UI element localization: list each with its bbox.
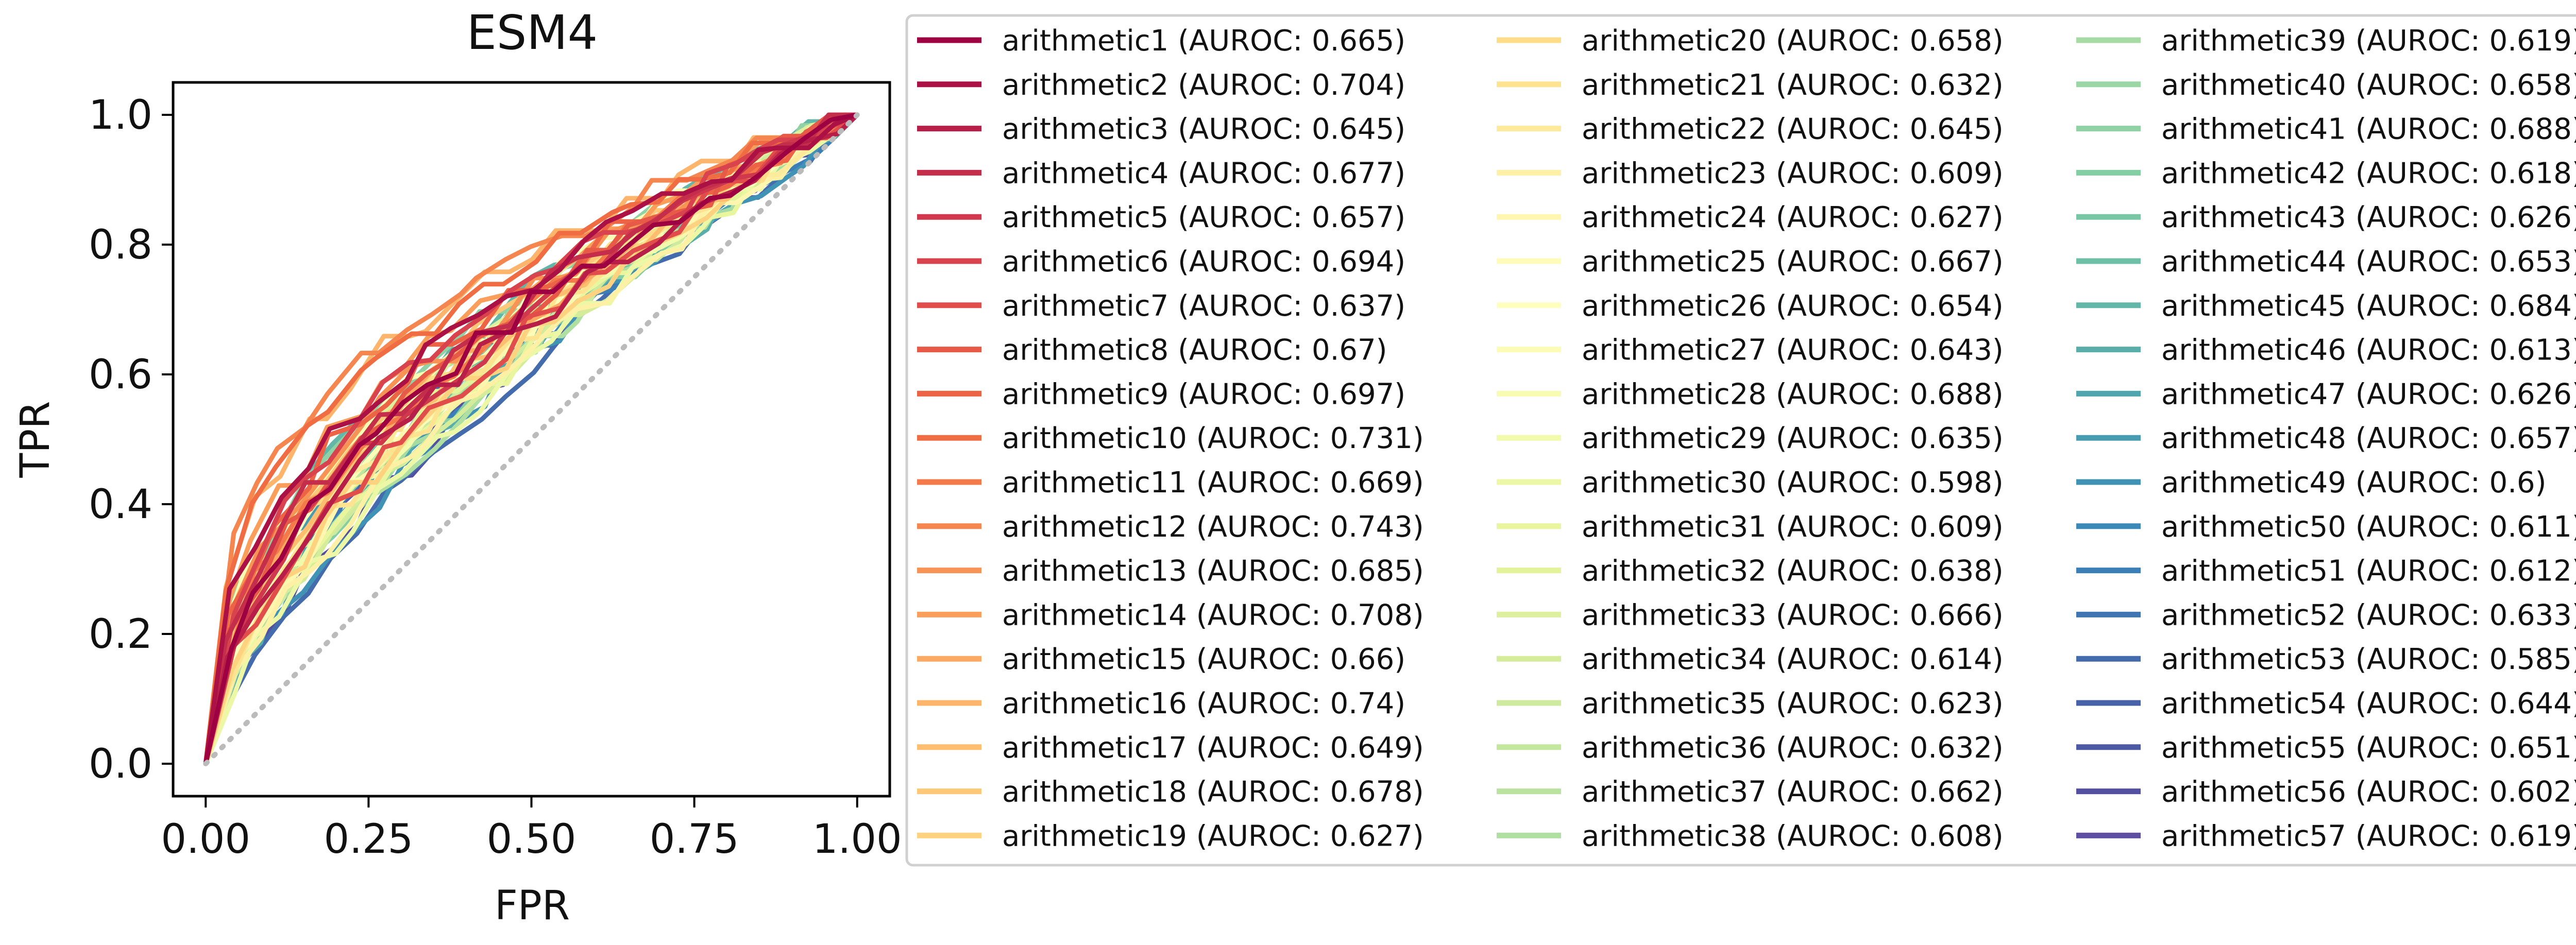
legend-label: arithmetic2 (AUROC: 0.704) <box>1002 68 1405 102</box>
legend-label: arithmetic56 (AUROC: 0.602) <box>2161 776 2576 809</box>
legend-label: arithmetic12 (AUROC: 0.743) <box>1002 510 1424 544</box>
legend-label: arithmetic51 (AUROC: 0.612) <box>2161 555 2576 588</box>
x-tick-label: 0.50 <box>487 816 577 863</box>
legend-label: arithmetic44 (AUROC: 0.653) <box>2161 245 2576 279</box>
legend-label: arithmetic13 (AUROC: 0.685) <box>1002 555 1424 588</box>
legend-label: arithmetic11 (AUROC: 0.669) <box>1002 466 1424 500</box>
roc-curve-series-1 <box>203 112 860 766</box>
roc-curve-series-6 <box>203 112 860 766</box>
legend-label: arithmetic19 (AUROC: 0.627) <box>1002 819 1424 853</box>
chart-title: ESM4 <box>467 5 598 60</box>
legend-label: arithmetic18 (AUROC: 0.678) <box>1002 776 1424 809</box>
legend-label: arithmetic40 (AUROC: 0.658) <box>2161 68 2576 102</box>
legend-label: arithmetic45 (AUROC: 0.684) <box>2161 289 2576 323</box>
y-axis-label: TPR <box>12 401 59 478</box>
legend-label: arithmetic31 (AUROC: 0.609) <box>1582 510 2004 544</box>
legend-label: arithmetic21 (AUROC: 0.632) <box>1582 68 2004 102</box>
legend-label: arithmetic20 (AUROC: 0.658) <box>1582 24 2004 58</box>
legend-label: arithmetic27 (AUROC: 0.643) <box>1582 334 2004 367</box>
legend-label: arithmetic14 (AUROC: 0.708) <box>1002 598 1424 632</box>
roc-curves <box>203 112 860 766</box>
roc-curve-series-10 <box>203 112 860 766</box>
legend-label: arithmetic39 (AUROC: 0.619) <box>2161 24 2576 58</box>
legend-label: arithmetic22 (AUROC: 0.645) <box>1582 113 2004 146</box>
y-tick-label: 0.2 <box>89 611 152 658</box>
y-tick-label: 0.8 <box>89 222 152 268</box>
plot-frame <box>172 81 891 798</box>
legend-label: arithmetic48 (AUROC: 0.657) <box>2161 422 2576 455</box>
legend-label: arithmetic46 (AUROC: 0.613) <box>2161 334 2576 367</box>
legend-label: arithmetic35 (AUROC: 0.623) <box>1582 687 2004 720</box>
axis-ticks: 0.00 0.25 0.50 0.75 1.00 0.0 0.2 0.4 0.6 0.8 1.0 <box>89 92 902 863</box>
legend-label: arithmetic33 (AUROC: 0.666) <box>1582 598 2004 632</box>
legend-label: arithmetic36 (AUROC: 0.632) <box>1582 731 2004 765</box>
legend-label: arithmetic6 (AUROC: 0.694) <box>1002 245 1405 279</box>
legend-label: arithmetic43 (AUROC: 0.626) <box>2161 201 2576 234</box>
legend-label: arithmetic49 (AUROC: 0.6) <box>2161 466 2547 500</box>
x-tick-label: 0.75 <box>650 816 739 863</box>
legend-label: arithmetic7 (AUROC: 0.637) <box>1002 289 1405 323</box>
legend-label: arithmetic26 (AUROC: 0.654) <box>1582 289 2004 323</box>
y-tick-label: 0.6 <box>89 352 152 398</box>
legend-label: arithmetic8 (AUROC: 0.67) <box>1002 334 1387 367</box>
legend-label: arithmetic32 (AUROC: 0.638) <box>1582 555 2004 588</box>
legend-label: arithmetic42 (AUROC: 0.618) <box>2161 157 2576 190</box>
legend-label: arithmetic25 (AUROC: 0.667) <box>1582 245 2004 279</box>
y-tick-label: 0.0 <box>89 741 152 787</box>
legend-label: arithmetic38 (AUROC: 0.608) <box>1582 819 2004 853</box>
legend-label: arithmetic5 (AUROC: 0.657) <box>1002 201 1405 234</box>
legend: arithmetic1 (AUROC: 0.665) arithmetic2 (A… <box>905 14 2576 867</box>
legend-label: arithmetic15 (AUROC: 0.66) <box>1002 643 1405 676</box>
roc-curve-series-5 <box>203 112 860 766</box>
legend-label: arithmetic30 (AUROC: 0.598) <box>1582 466 2004 500</box>
legend-label: arithmetic34 (AUROC: 0.614) <box>1582 643 2004 676</box>
legend-label: arithmetic50 (AUROC: 0.611) <box>2161 510 2576 544</box>
legend-label: arithmetic53 (AUROC: 0.585) <box>2161 643 2576 676</box>
legend-label: arithmetic28 (AUROC: 0.688) <box>1582 377 2004 411</box>
legend-label: arithmetic57 (AUROC: 0.619) <box>2161 819 2576 853</box>
y-tick-label: 1.0 <box>89 92 152 139</box>
legend-label: arithmetic1 (AUROC: 0.665) <box>1002 24 1405 58</box>
x-tick-label: 0.00 <box>161 816 250 863</box>
x-tick-label: 0.25 <box>324 816 414 863</box>
legend-frame <box>905 14 2576 867</box>
x-axis-label: FPR <box>495 883 570 929</box>
legend-label: arithmetic54 (AUROC: 0.644) <box>2161 687 2576 720</box>
legend-label: arithmetic55 (AUROC: 0.651) <box>2161 731 2576 765</box>
legend-label: arithmetic3 (AUROC: 0.645) <box>1002 113 1405 146</box>
legend-label: arithmetic4 (AUROC: 0.677) <box>1002 157 1405 190</box>
roc-curve-series-30 <box>203 112 860 766</box>
x-tick-label: 1.00 <box>812 816 902 863</box>
y-tick-label: 0.4 <box>89 482 152 528</box>
legend-label: arithmetic47 (AUROC: 0.626) <box>2161 377 2576 411</box>
legend-label: arithmetic17 (AUROC: 0.649) <box>1002 731 1424 765</box>
legend-label: arithmetic52 (AUROC: 0.633) <box>2161 598 2576 632</box>
legend-label: arithmetic10 (AUROC: 0.731) <box>1002 422 1424 455</box>
legend-label: arithmetic29 (AUROC: 0.635) <box>1582 422 2004 455</box>
legend-label: arithmetic9 (AUROC: 0.697) <box>1002 377 1405 411</box>
legend-label: arithmetic24 (AUROC: 0.627) <box>1582 201 2004 234</box>
legend-label: arithmetic23 (AUROC: 0.609) <box>1582 157 2004 190</box>
legend-label: arithmetic41 (AUROC: 0.688) <box>2161 113 2576 146</box>
roc-curve-series-24 <box>203 112 860 766</box>
legend-label: arithmetic37 (AUROC: 0.662) <box>1582 776 2004 809</box>
legend-label: arithmetic16 (AUROC: 0.74) <box>1002 687 1405 720</box>
